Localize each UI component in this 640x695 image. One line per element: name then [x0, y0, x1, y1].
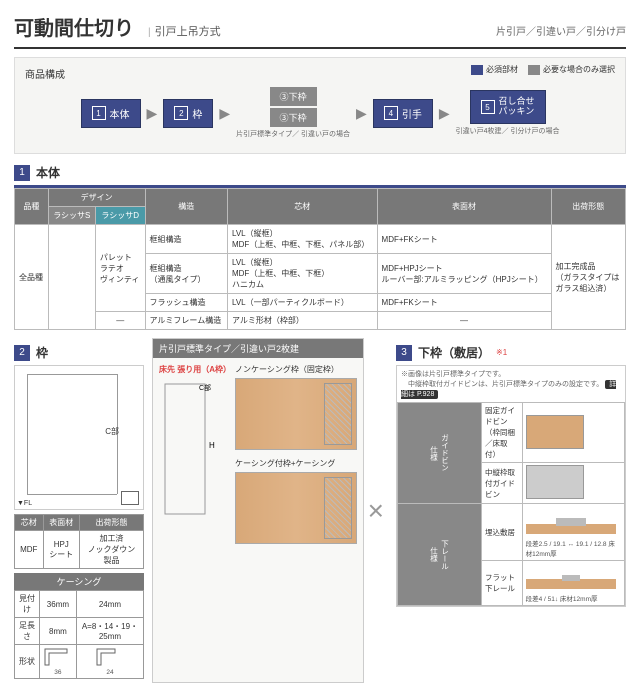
frame-diagram: ▼FL C部 — [14, 365, 144, 510]
material-table: 芯材表面材出荷形態 MDFHPJ シート加工済 ノックダウン 製品 — [14, 514, 144, 569]
node-1: 1本体 — [81, 99, 141, 128]
arrow-icon: ▶ — [147, 105, 158, 122]
frame-profile: H C部 — [159, 378, 219, 528]
frame-type-box: 片引戸標準タイプ／引違い戸2枚建 床先 張り用（A枠） H C部 ノンケーシング… — [152, 338, 364, 683]
page-subtitle: 引戸上吊方式 — [155, 23, 221, 39]
node-4: 4引手 — [373, 99, 433, 128]
svg-text:H: H — [209, 441, 215, 450]
node-2: 2枠 — [163, 99, 213, 128]
node-5: 5召し合せ パッキン — [470, 90, 546, 124]
node-3a: ③下枠 — [270, 87, 317, 106]
legend: 必須部材 必要な場合のみ選択 — [471, 64, 615, 75]
node-3b: ③下枠 — [270, 108, 317, 127]
door-types: 片引戸／引違い戸／引分け戸 — [496, 23, 626, 38]
svg-text:C部: C部 — [199, 383, 211, 392]
sill-box: ※画像は片引戸標準タイプです。 中縦枠取付ガイドビンは、片引戸標準タイプのみの設… — [396, 365, 626, 607]
spec-table: 品種 デザイン 構造 芯材 表面材 出荷形態 ラシッサS ラシッサD 全品種 パ… — [14, 188, 626, 330]
multiply-icon: × — [368, 495, 384, 527]
page-title: 可動間仕切り — [14, 12, 134, 41]
door-thumb — [235, 378, 357, 450]
composition-box: 商品構成 必須部材 必要な場合のみ選択 1本体 ▶ 2枠 ▶ ③下枠 ③下枠 片… — [14, 57, 626, 154]
